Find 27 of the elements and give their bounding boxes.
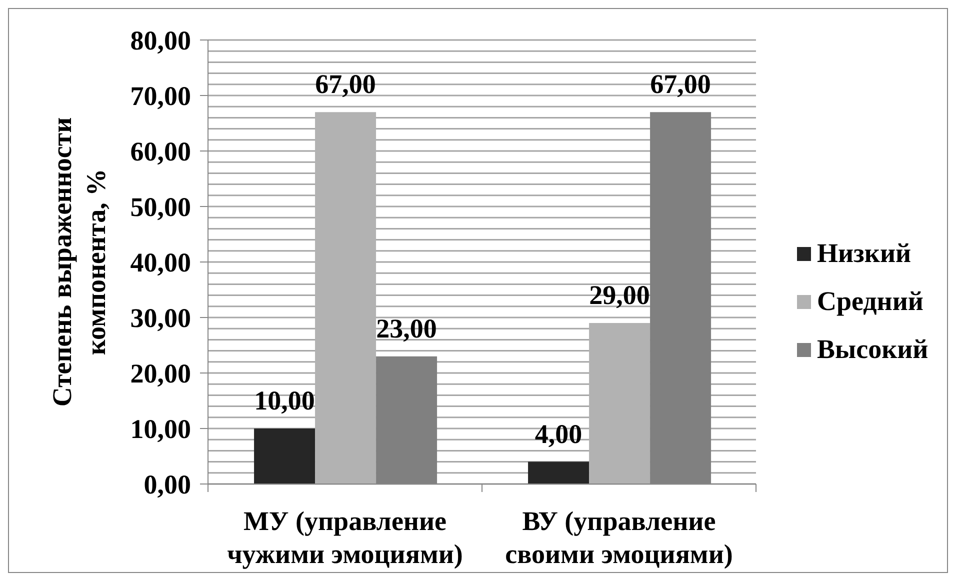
data-label: 67,00: [650, 69, 711, 100]
data-label: 4,00: [534, 418, 582, 449]
y-tick-label: 10,00: [130, 414, 191, 444]
legend-label: Средний: [817, 286, 924, 316]
y-tick-label: 60,00: [130, 136, 191, 166]
bar: [254, 428, 316, 484]
y-tick-label: 0,00: [144, 469, 191, 500]
legend-label: Высокий: [817, 334, 928, 364]
data-label: 23,00: [376, 313, 437, 344]
y-tick-label: 80,00: [130, 25, 191, 56]
legend-label: Низкий: [817, 238, 912, 268]
y-tick-label: 40,00: [130, 247, 191, 278]
bar: [650, 112, 712, 484]
data-label: 67,00: [315, 69, 376, 100]
bar: [315, 112, 376, 484]
x-tick-label: ВУ (управление своими эмоциями): [505, 506, 733, 569]
y-tick-label: 50,00: [130, 192, 191, 222]
y-tick-label: 30,00: [130, 302, 191, 333]
bar: [528, 462, 590, 484]
y-tick-label: 20,00: [130, 358, 191, 388]
y-axis-title: Степень выраженности компонента, %: [47, 117, 111, 407]
y-tick-label: 70,00: [130, 80, 191, 111]
bar: [589, 323, 650, 484]
data-label: 10,00: [254, 386, 315, 416]
data-label: 29,00: [589, 280, 650, 310]
x-tick-label: МУ (управление чужими эмоциями): [227, 506, 463, 569]
bar: [376, 356, 438, 484]
